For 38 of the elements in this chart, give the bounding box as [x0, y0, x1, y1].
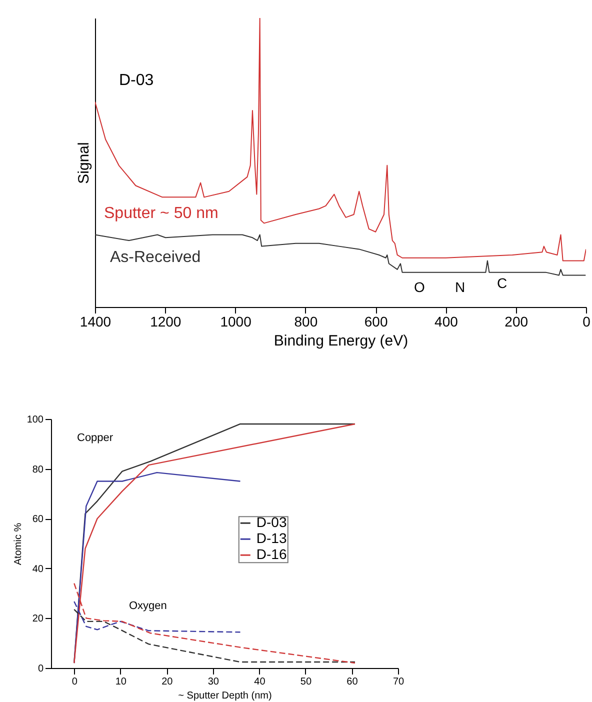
- y-tick-label: 0: [38, 664, 44, 674]
- x-tick-label: 0: [72, 676, 78, 688]
- annotation: Oxygen: [129, 600, 167, 612]
- x-tick-label: 1000: [220, 314, 252, 330]
- series-label: As-Received: [110, 249, 201, 266]
- legend-label: D-03: [256, 514, 287, 530]
- annotation: O: [414, 279, 425, 295]
- x-tick-label: 1400: [80, 314, 112, 330]
- annotation: Copper: [77, 432, 114, 444]
- x-axis-title: ~ Sputter Depth (nm): [178, 690, 272, 702]
- line-series: [74, 423, 356, 664]
- legend-label: D-13: [256, 530, 287, 546]
- y-tick-label: 40: [32, 564, 44, 575]
- x-axis-title: Binding Energy (eV): [274, 332, 408, 350]
- y-tick-label: 60: [32, 514, 44, 526]
- x-tick-label: 70: [392, 676, 404, 688]
- legend-label: D-16: [256, 546, 287, 562]
- x-tick-label: 20: [162, 676, 174, 688]
- y-axis-title: Atomic %: [12, 522, 24, 566]
- x-tick-label: 0: [582, 314, 591, 330]
- x-tick-label: 50: [300, 676, 312, 688]
- x-tick-label: 400: [434, 314, 458, 330]
- y-tick-label: 100: [26, 414, 44, 426]
- x-tick-label: 200: [504, 314, 528, 330]
- x-tick-label: 60: [346, 676, 358, 688]
- y-tick-label: 20: [32, 614, 44, 625]
- annotation: D-03: [119, 72, 154, 89]
- x-tick-label: 40: [254, 676, 266, 688]
- y-axis-title: Signal: [76, 142, 92, 184]
- x-tick-label: 30: [208, 676, 220, 688]
- x-tick-label: 10: [115, 676, 127, 688]
- y-tick-label: 80: [32, 464, 44, 476]
- annotation: N: [455, 279, 466, 295]
- x-tick-label: 1200: [150, 314, 182, 330]
- x-tick-label: 800: [294, 314, 318, 330]
- series-label: Sputter ~ 50 nm: [104, 205, 218, 222]
- x-tick-label: 600: [364, 314, 388, 330]
- annotation: C: [497, 275, 508, 291]
